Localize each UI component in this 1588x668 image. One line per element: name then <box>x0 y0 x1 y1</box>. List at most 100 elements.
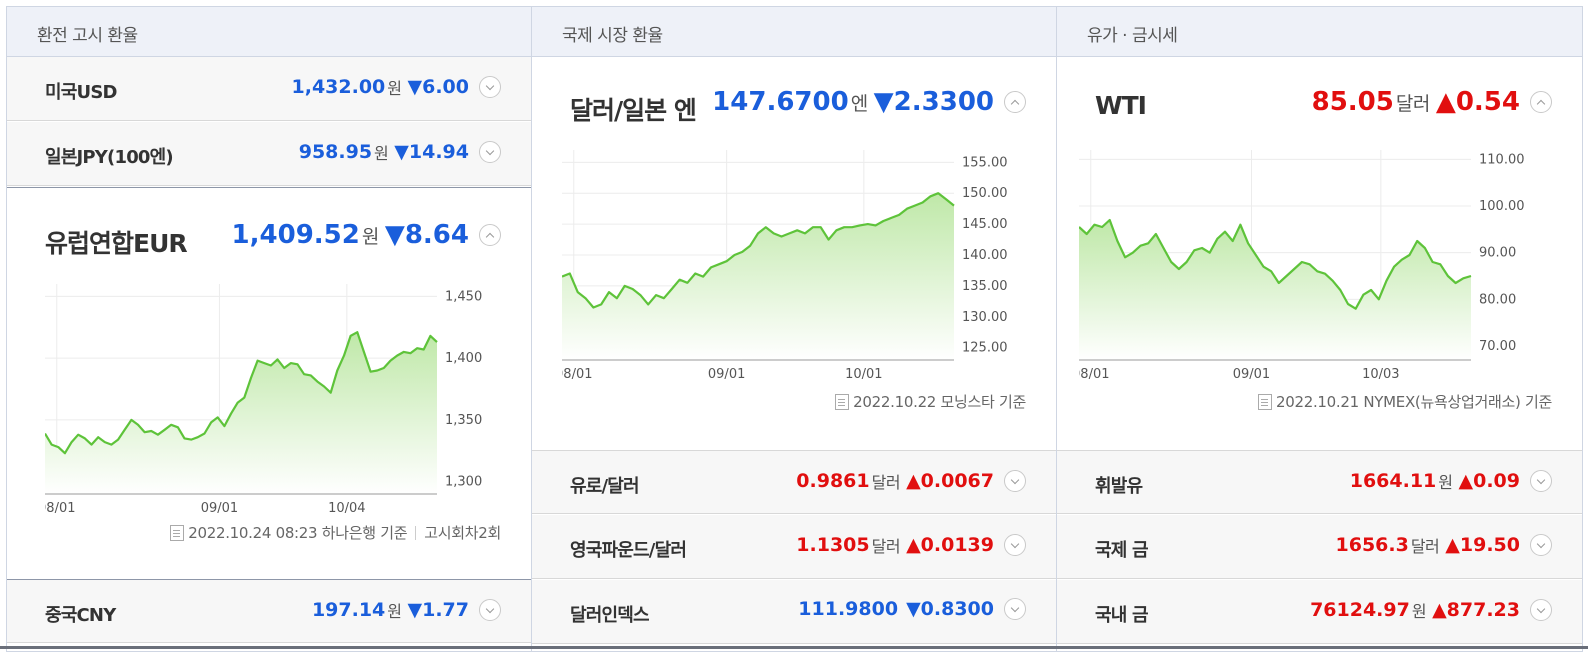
panel-title: 환전 고시 환율 <box>7 7 531 57</box>
rate-row-gasoline[interactable]: 휘발유 1664.11 원 ▲0.09 <box>1057 450 1582 514</box>
featured-name: 달러/일본 엔 <box>570 96 697 125</box>
rate-name: 영국파운드/달러 <box>570 540 687 561</box>
rate-name: 중국CNY <box>45 605 116 626</box>
rate-row-domestic-gold[interactable]: 국내 금 76124.97 원 ▲877.23 <box>1057 580 1582 644</box>
rate-change: ▲0.0067 <box>906 470 994 492</box>
rate-unit: 원 <box>374 144 389 163</box>
featured-wti: WTI 85.05 달러 ▲0.54 70.00 80.00 90.00 100.00… <box>1057 57 1582 451</box>
rate-name: 유로/달러 <box>570 476 640 497</box>
x-tick-label: 10/01 <box>845 367 882 382</box>
divider <box>415 525 417 540</box>
basis-line: 2022.10.22 모닝스타 기준 <box>835 391 1026 412</box>
rate-name: 달러인덱스 <box>570 605 650 626</box>
chevron-up-icon[interactable] <box>1004 91 1026 113</box>
y-tick-label: 145.00 <box>962 217 1008 232</box>
rate-unit: 원 <box>387 79 402 98</box>
chevron-up-icon[interactable] <box>479 224 501 246</box>
x-tick-label: 09/01 <box>708 367 745 382</box>
chevron-down-icon[interactable] <box>1004 534 1026 556</box>
featured-change: ▼8.64 <box>384 220 469 250</box>
chevron-down-icon[interactable] <box>1004 470 1026 492</box>
rate-value: 197.14 <box>311 599 386 621</box>
series-area <box>562 193 954 360</box>
chevron-down-icon[interactable] <box>1530 534 1552 556</box>
rate-change: ▲877.23 <box>1432 599 1520 621</box>
chevron-down-icon[interactable] <box>1530 470 1552 492</box>
chevron-up-icon[interactable] <box>1530 91 1552 113</box>
rate-change: ▼0.8300 <box>906 598 994 620</box>
wti-chart: 70.00 80.00 90.00 100.00 110.00 08/01 09/01 10/… <box>1079 150 1525 382</box>
featured-value-group: 85.05 달러 ▲0.54 <box>1312 87 1552 117</box>
rate-change: ▼6.00 <box>407 76 470 98</box>
panel-title: 국제 시장 환율 <box>532 7 1056 57</box>
rate-value-group: 111.9800 ▼0.8300 <box>798 598 1026 620</box>
basis-line: 2022.10.24 08:23 하나은행 기준 고시회차2회 <box>170 522 501 543</box>
rate-name: 휘발유 <box>1095 476 1143 497</box>
y-tick-label: 1,400 <box>445 351 482 366</box>
document-icon <box>170 524 185 541</box>
rate-change: ▼14.94 <box>394 141 469 163</box>
series-line <box>562 192 955 309</box>
bottom-divider <box>0 646 1588 649</box>
rate-row-cny[interactable]: 중국CNY 197.14 원 ▼1.77 <box>7 579 531 643</box>
series-area <box>45 332 437 494</box>
rate-row-dxy[interactable]: 달러인덱스 111.9800 ▼0.8300 <box>532 580 1056 644</box>
y-tick-label: 1,450 <box>445 289 482 304</box>
rate-value-group: 1656.3 달러 ▲19.50 <box>1335 533 1552 557</box>
panel-title: 유가 · 금시세 <box>1057 7 1582 57</box>
y-tick-label: 100.00 <box>1479 199 1525 214</box>
rate-value: 1,432.00 <box>291 76 386 98</box>
eur-chart: 1,300 1,350 1,400 1,450 08/01 09/01 10/04 <box>45 284 482 516</box>
featured-unit: 달러 <box>1395 92 1430 115</box>
featured-value-group: 147.6700 엔 ▼2.3300 <box>712 87 1026 117</box>
featured-value: 147.6700 <box>712 87 849 117</box>
x-tick-label: 08/01 <box>45 501 75 516</box>
rate-unit: 원 <box>387 602 402 621</box>
y-tick-label: 130.00 <box>962 310 1008 325</box>
y-tick-label: 70.00 <box>1479 339 1516 354</box>
rate-value: 1656.3 <box>1335 534 1409 556</box>
featured-value-group: 1,409.52 원 ▼8.64 <box>232 220 501 250</box>
rate-row-usd[interactable]: 미국USD 1,432.00 원 ▼6.00 <box>7 57 531 121</box>
basis-date: 2022.10.22 모닝스타 기준 <box>853 393 1026 411</box>
y-tick-label: 135.00 <box>962 279 1008 294</box>
chevron-down-icon[interactable] <box>479 76 501 98</box>
usdjpy-chart: 125.00 130.00 135.00 140.00 145.00 150.00 155.… <box>562 150 1008 382</box>
y-tick-label: 110.00 <box>1479 152 1525 167</box>
chevron-down-icon[interactable] <box>479 599 501 621</box>
featured-value: 1,409.52 <box>231 220 360 250</box>
x-tick-label: 08/01 <box>562 367 592 382</box>
series-area <box>1079 220 1471 360</box>
basis-extra: 고시회차2회 <box>424 524 501 542</box>
rate-row-gbpusd[interactable]: 영국파운드/달러 1.1305 달러 ▲0.0139 <box>532 515 1056 579</box>
intl-panel: 국제 시장 환율 달러/일본 엔 147.6700 엔 ▼2.3300 125.… <box>531 6 1057 652</box>
x-tick-label: 08/01 <box>1079 367 1109 382</box>
featured-eur: 유럽연합EUR 1,409.52 원 ▼8.64 1,300 1,350 1,400… <box>7 187 531 579</box>
featured-value: 85.05 <box>1311 87 1394 117</box>
rate-name: 일본JPY(100엔) <box>45 147 174 168</box>
featured-name: WTI <box>1095 91 1147 120</box>
series-line <box>1079 218 1472 310</box>
featured-name: 유럽연합EUR <box>45 229 188 258</box>
rate-change: ▼1.77 <box>407 599 470 621</box>
featured-unit: 엔 <box>850 92 868 115</box>
rate-row-intl-gold[interactable]: 국제 금 1656.3 달러 ▲19.50 <box>1057 515 1582 579</box>
rate-unit: 원 <box>1438 473 1453 492</box>
rate-name: 국내 금 <box>1095 605 1149 626</box>
y-tick-label: 90.00 <box>1479 246 1516 261</box>
rate-row-eurusd[interactable]: 유로/달러 0.9861 달러 ▲0.0067 <box>532 450 1056 514</box>
x-tick-label: 09/01 <box>201 501 238 516</box>
rate-value: 111.9800 <box>798 598 899 620</box>
rate-value: 1664.11 <box>1349 470 1437 492</box>
x-tick-label: 10/03 <box>1362 367 1399 382</box>
rate-row-jpy[interactable]: 일본JPY(100엔) 958.95 원 ▼14.94 <box>7 122 531 186</box>
chevron-down-icon[interactable] <box>479 141 501 163</box>
chevron-down-icon[interactable] <box>1004 598 1026 620</box>
rate-value: 0.9861 <box>796 470 870 492</box>
series-line <box>45 331 438 455</box>
rate-change: ▲0.09 <box>1458 470 1521 492</box>
rate-value-group: 958.95 원 ▼14.94 <box>299 140 501 164</box>
rate-name: 국제 금 <box>1095 540 1149 561</box>
chevron-down-icon[interactable] <box>1530 599 1552 621</box>
rate-unit: 달러 <box>871 473 901 492</box>
